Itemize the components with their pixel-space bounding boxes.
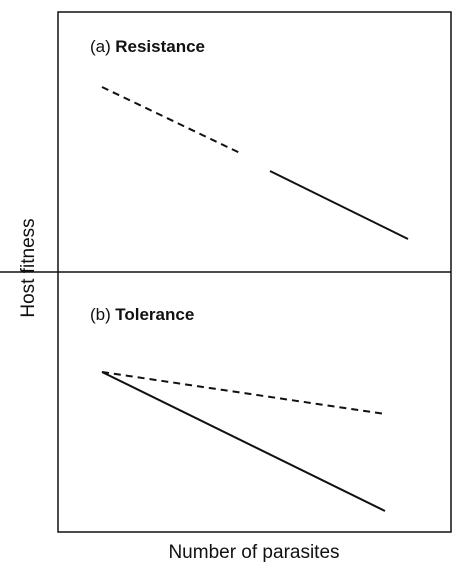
- panel-label: (a): [90, 37, 111, 56]
- panel-title: Tolerance: [115, 305, 194, 324]
- dashed-line: [101, 86, 241, 154]
- panel-label: (b): [90, 305, 111, 324]
- y-axis-label: Host fitness: [18, 218, 39, 317]
- panel-b-heading: (b) Tolerance: [90, 305, 194, 324]
- solid-line: [269, 170, 409, 240]
- x-axis-label: Number of parasites: [168, 542, 339, 563]
- panel-title: Resistance: [115, 37, 205, 56]
- panel-a-heading: (a) Resistance: [90, 37, 205, 56]
- solid-line: [101, 371, 386, 512]
